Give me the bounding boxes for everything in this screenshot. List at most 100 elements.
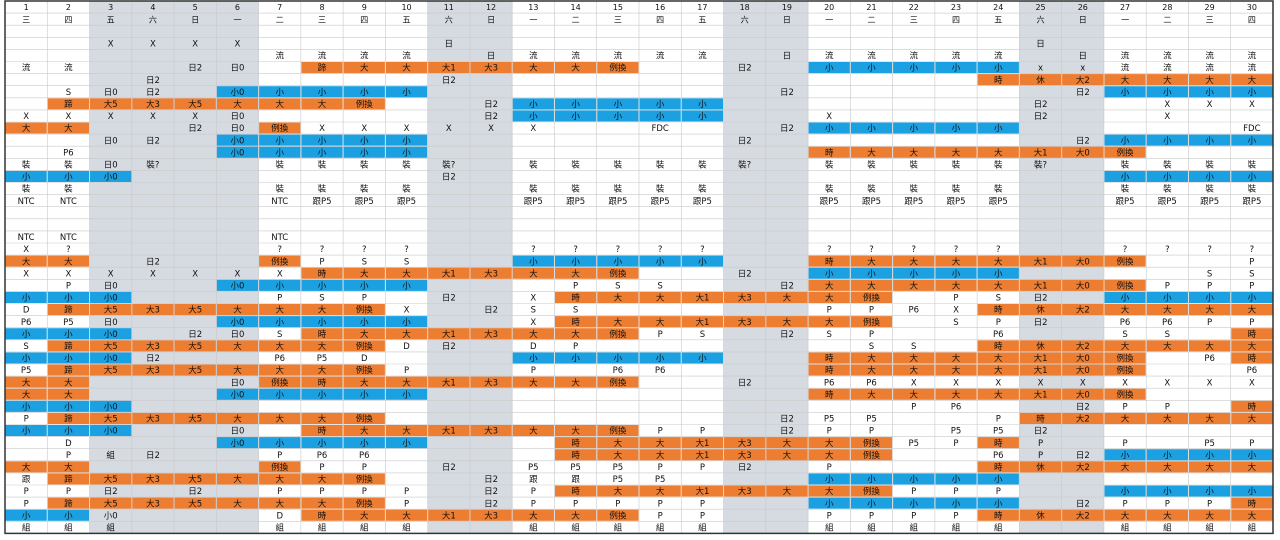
cell-text: P bbox=[362, 463, 367, 473]
cell-text: P6 bbox=[1120, 318, 1131, 328]
cell-fill bbox=[47, 328, 90, 340]
cell-text: 跟P5 bbox=[946, 197, 965, 207]
cell-text: 日2 bbox=[1034, 112, 1048, 122]
cell-text: NTC bbox=[18, 233, 35, 243]
cell-text: 時 bbox=[1036, 415, 1045, 425]
cell-text: 組 bbox=[1205, 522, 1214, 533]
cell-text: P bbox=[953, 487, 958, 497]
cell-fill bbox=[597, 509, 639, 521]
cell-text: 時 bbox=[318, 378, 327, 388]
cell-text: 裝 bbox=[571, 159, 580, 170]
cell-text: 例換 bbox=[1117, 280, 1135, 291]
cell-fill bbox=[977, 122, 1019, 134]
day-number: 23 bbox=[951, 3, 961, 12]
cell-fill bbox=[1019, 74, 1062, 86]
cell-fill bbox=[1231, 412, 1273, 424]
cell-text: 日0 bbox=[104, 318, 118, 328]
cell-text: 休 bbox=[1036, 462, 1045, 473]
cell-fill bbox=[977, 267, 1019, 279]
cell-text: 小 bbox=[318, 438, 327, 449]
cell-fill bbox=[766, 316, 808, 328]
weekday: 五 bbox=[994, 15, 1002, 24]
cell-text: S bbox=[953, 318, 958, 328]
cell-fill bbox=[5, 400, 47, 412]
cell-text: S bbox=[362, 257, 367, 267]
cell-fill bbox=[1146, 449, 1188, 461]
cell-text: 例換 bbox=[271, 123, 289, 134]
day-number: 28 bbox=[1162, 3, 1172, 12]
cell-fill bbox=[343, 316, 385, 328]
cell-text: 裝 bbox=[909, 159, 918, 170]
cell-text: X bbox=[108, 39, 114, 49]
cell-text: P bbox=[573, 281, 578, 291]
cell-text: 裝 bbox=[698, 184, 707, 195]
cell-text: 日2 bbox=[780, 281, 794, 291]
cell-text: 小 bbox=[1205, 450, 1214, 461]
cell-text: 流 bbox=[1248, 63, 1257, 74]
cell-fill bbox=[935, 497, 977, 509]
cell-fill bbox=[1146, 170, 1188, 182]
cell-text: S bbox=[826, 330, 831, 340]
cell-text: NTC bbox=[60, 197, 77, 207]
cell-fill bbox=[1104, 134, 1146, 146]
cell-fill bbox=[681, 485, 724, 497]
cell-fill bbox=[1231, 304, 1273, 316]
cell-text: 大 bbox=[783, 486, 792, 497]
cell-text: 小 bbox=[571, 99, 580, 110]
cell-text: X bbox=[1249, 100, 1255, 110]
cell-text: 時 bbox=[994, 76, 1003, 86]
cell-text: S bbox=[615, 281, 620, 291]
cell-fill bbox=[850, 291, 893, 303]
cell-text: 小 bbox=[1248, 135, 1257, 146]
cell-text: 小 bbox=[275, 438, 284, 449]
cell-text: 組 bbox=[1121, 522, 1130, 533]
cell-text: 日0 bbox=[104, 136, 118, 146]
weekday: 一 bbox=[1121, 15, 1129, 24]
day-number: 24 bbox=[993, 3, 1003, 12]
cell-text: 跟P5 bbox=[1242, 197, 1261, 207]
cell-fill bbox=[301, 340, 343, 352]
weekday: 三 bbox=[614, 15, 622, 24]
cell-text: 流 bbox=[656, 51, 665, 62]
cell-text: P bbox=[996, 487, 1001, 497]
weekday: 日 bbox=[191, 15, 199, 24]
weekday: 二 bbox=[572, 15, 580, 24]
cell-text: P6 bbox=[317, 451, 328, 461]
cell-text: X bbox=[23, 112, 29, 122]
cell-text: 日2 bbox=[738, 269, 752, 279]
cell-text: 跟 bbox=[571, 475, 580, 485]
cell-fill bbox=[850, 437, 893, 449]
cell-text: P5 bbox=[1204, 439, 1215, 449]
cell-fill bbox=[808, 279, 850, 291]
cell-text: 裝? bbox=[442, 159, 455, 170]
cell-fill bbox=[90, 497, 132, 509]
cell-text: 小 bbox=[1248, 486, 1257, 497]
cell-text: P5 bbox=[655, 475, 666, 485]
cell-text: P6 bbox=[866, 378, 877, 388]
cell-fill bbox=[470, 267, 512, 279]
day-number: 19 bbox=[782, 3, 792, 12]
cell-fill bbox=[1231, 291, 1273, 303]
cell-fill bbox=[1188, 134, 1231, 146]
weekday: 六 bbox=[741, 14, 749, 24]
cell-text: 大 bbox=[867, 147, 876, 158]
cell-text: 裝 bbox=[1248, 159, 1257, 170]
cell-text: 大 bbox=[275, 99, 284, 110]
cell-fill bbox=[385, 425, 428, 437]
cell-fill bbox=[639, 110, 681, 122]
cell-text: 小0 bbox=[104, 510, 118, 521]
cell-text: 組 bbox=[529, 522, 538, 533]
cell-text: X bbox=[150, 269, 156, 279]
cell-fill bbox=[850, 473, 893, 485]
cell-fill bbox=[1104, 86, 1146, 98]
cell-fill bbox=[385, 509, 428, 521]
cell-text: P6 bbox=[613, 366, 624, 376]
cell-text: 小 bbox=[614, 111, 623, 122]
cell-fill bbox=[554, 328, 597, 340]
cell-fill bbox=[554, 425, 597, 437]
cell-fill bbox=[554, 98, 597, 110]
day-number: 5 bbox=[193, 3, 198, 12]
cell-fill bbox=[343, 376, 385, 388]
cell-text: 大 bbox=[402, 63, 411, 74]
cell-text: S bbox=[277, 330, 282, 340]
